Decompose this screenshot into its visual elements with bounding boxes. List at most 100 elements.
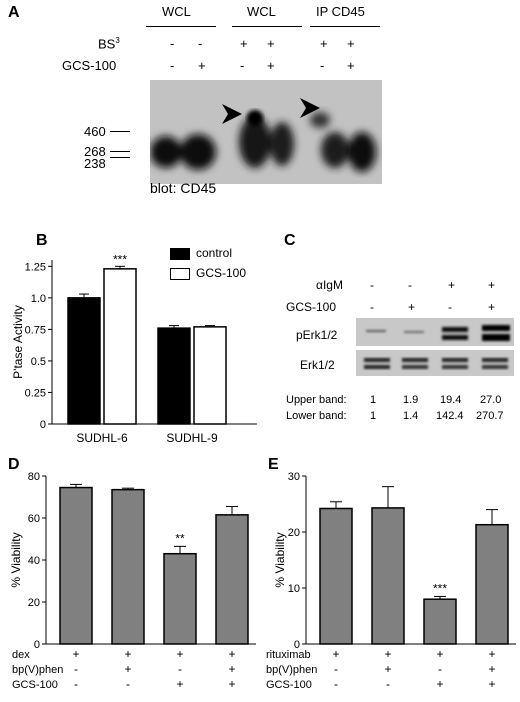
condition-sign: +: [384, 647, 391, 661]
panel-b-letter: B: [36, 232, 48, 249]
condition-sign: -: [334, 662, 338, 676]
marker-tick: [110, 131, 130, 132]
legend-label: GCS-100: [196, 266, 247, 280]
panel-d-letter: D: [8, 456, 20, 473]
condition-sign: +: [332, 647, 339, 661]
condition-sign: -: [126, 677, 130, 691]
condition-sign: -: [178, 662, 182, 676]
condition-sign: +: [488, 647, 495, 661]
erk-blot-image: [356, 350, 514, 376]
y-tick-label: 0.5: [31, 356, 46, 368]
y-tick-label: 0.75: [25, 324, 46, 336]
y-tick-label: 10: [288, 583, 300, 595]
perk-blot-image: [356, 318, 514, 346]
sign: -: [320, 58, 325, 73]
bar: [215, 514, 249, 645]
sign: +: [347, 58, 355, 73]
sign: -: [170, 36, 175, 51]
marker-tick: [110, 151, 130, 152]
sign: +: [448, 278, 456, 292]
condition-sign: -: [334, 677, 338, 691]
panel-a-group-label: IP CD45: [316, 4, 365, 19]
y-tick-label: 1.25: [25, 261, 46, 273]
sign: +: [267, 58, 275, 73]
marker-tick: [110, 157, 130, 158]
condition-label: GCS-100: [266, 679, 312, 691]
y-tick-label: 60: [28, 513, 40, 525]
bar: [371, 507, 405, 645]
bar: [157, 327, 191, 425]
legend-swatch-gcs: [170, 268, 190, 280]
condition-sign: +: [72, 647, 79, 661]
gcs-label: GCS-100: [286, 300, 337, 314]
sign: +: [347, 36, 355, 51]
condition-sign: +: [124, 662, 131, 676]
significance-marker: ***: [113, 252, 127, 266]
y-tick-label: 40: [28, 555, 40, 567]
marker-label: 238: [84, 156, 106, 171]
y-axis-label: % Viability: [9, 532, 23, 587]
gcs-label: GCS-100: [62, 58, 117, 73]
blot-caption: blot: CD45: [150, 180, 217, 196]
sign: -: [198, 36, 203, 51]
panel-a-group-label: WCL: [247, 4, 276, 19]
y-tick-label: 80: [28, 471, 40, 483]
significance-marker: **: [175, 531, 185, 545]
quant-value: 270.7: [476, 410, 504, 422]
panel-a-group-label: WCL: [162, 4, 191, 19]
bar: [319, 507, 353, 645]
condition-sign: +: [488, 662, 495, 676]
bs3-label: BS3: [98, 36, 120, 52]
bar: [67, 297, 101, 425]
group-underline: [232, 26, 302, 27]
sign: -: [370, 278, 374, 292]
y-tick-label: 0.25: [25, 387, 46, 399]
y-tick-label: 30: [288, 471, 300, 483]
panel-c-letter: C: [284, 232, 296, 249]
sign: +: [267, 36, 275, 51]
quant-value: 1.9: [403, 394, 419, 406]
condition-sign: +: [124, 647, 131, 661]
y-tick-label: 20: [288, 527, 300, 539]
phosphatase-activity-chart: 0 0.25 0.5 0.75 1.0 1.25 P'tase Activity SUDHL-…: [11, 252, 257, 445]
condition-sign: +: [436, 677, 443, 691]
condition-sign: +: [384, 662, 391, 676]
condition-sign: -: [74, 677, 78, 691]
bar: [193, 326, 227, 425]
marker-label: 460: [84, 124, 106, 139]
bar: [103, 268, 137, 425]
y-tick-label: 1.0: [31, 293, 46, 305]
quant-value: 1.4: [403, 410, 419, 422]
sign: -: [240, 58, 245, 73]
bar: [59, 486, 93, 645]
group-underline: [310, 26, 380, 27]
bar: [111, 488, 145, 645]
sign: -: [448, 300, 452, 314]
condition-label: GCS-100: [12, 679, 58, 691]
condition-sign: +: [488, 677, 495, 691]
blot-label: pErk1/2: [296, 328, 338, 342]
quant-value: 1: [370, 394, 377, 406]
y-tick-label: 0: [40, 419, 46, 431]
sign: +: [408, 300, 416, 314]
y-tick-label: 0: [294, 639, 300, 651]
condition-label: rituximab: [266, 649, 311, 661]
panel-a-letter: A: [8, 4, 20, 21]
condition-label: bp(V)phen: [12, 664, 63, 676]
legend-label: control: [196, 246, 233, 260]
blot-label: Erk1/2: [300, 358, 335, 372]
condition-sign: +: [228, 647, 235, 661]
quant-value: 27.0: [480, 394, 502, 406]
quant-label: Lower band:: [286, 410, 347, 422]
condition-sign: +: [176, 677, 183, 691]
significance-marker: ***: [433, 581, 447, 595]
condition-label: dex: [12, 649, 30, 661]
condition-sign: +: [228, 662, 235, 676]
sign: +: [240, 36, 248, 51]
category-label: SUDHL-6: [76, 431, 128, 445]
quant-value: 142.4: [436, 410, 464, 422]
sign: +: [488, 278, 496, 292]
category-label: SUDHL-9: [166, 431, 218, 445]
